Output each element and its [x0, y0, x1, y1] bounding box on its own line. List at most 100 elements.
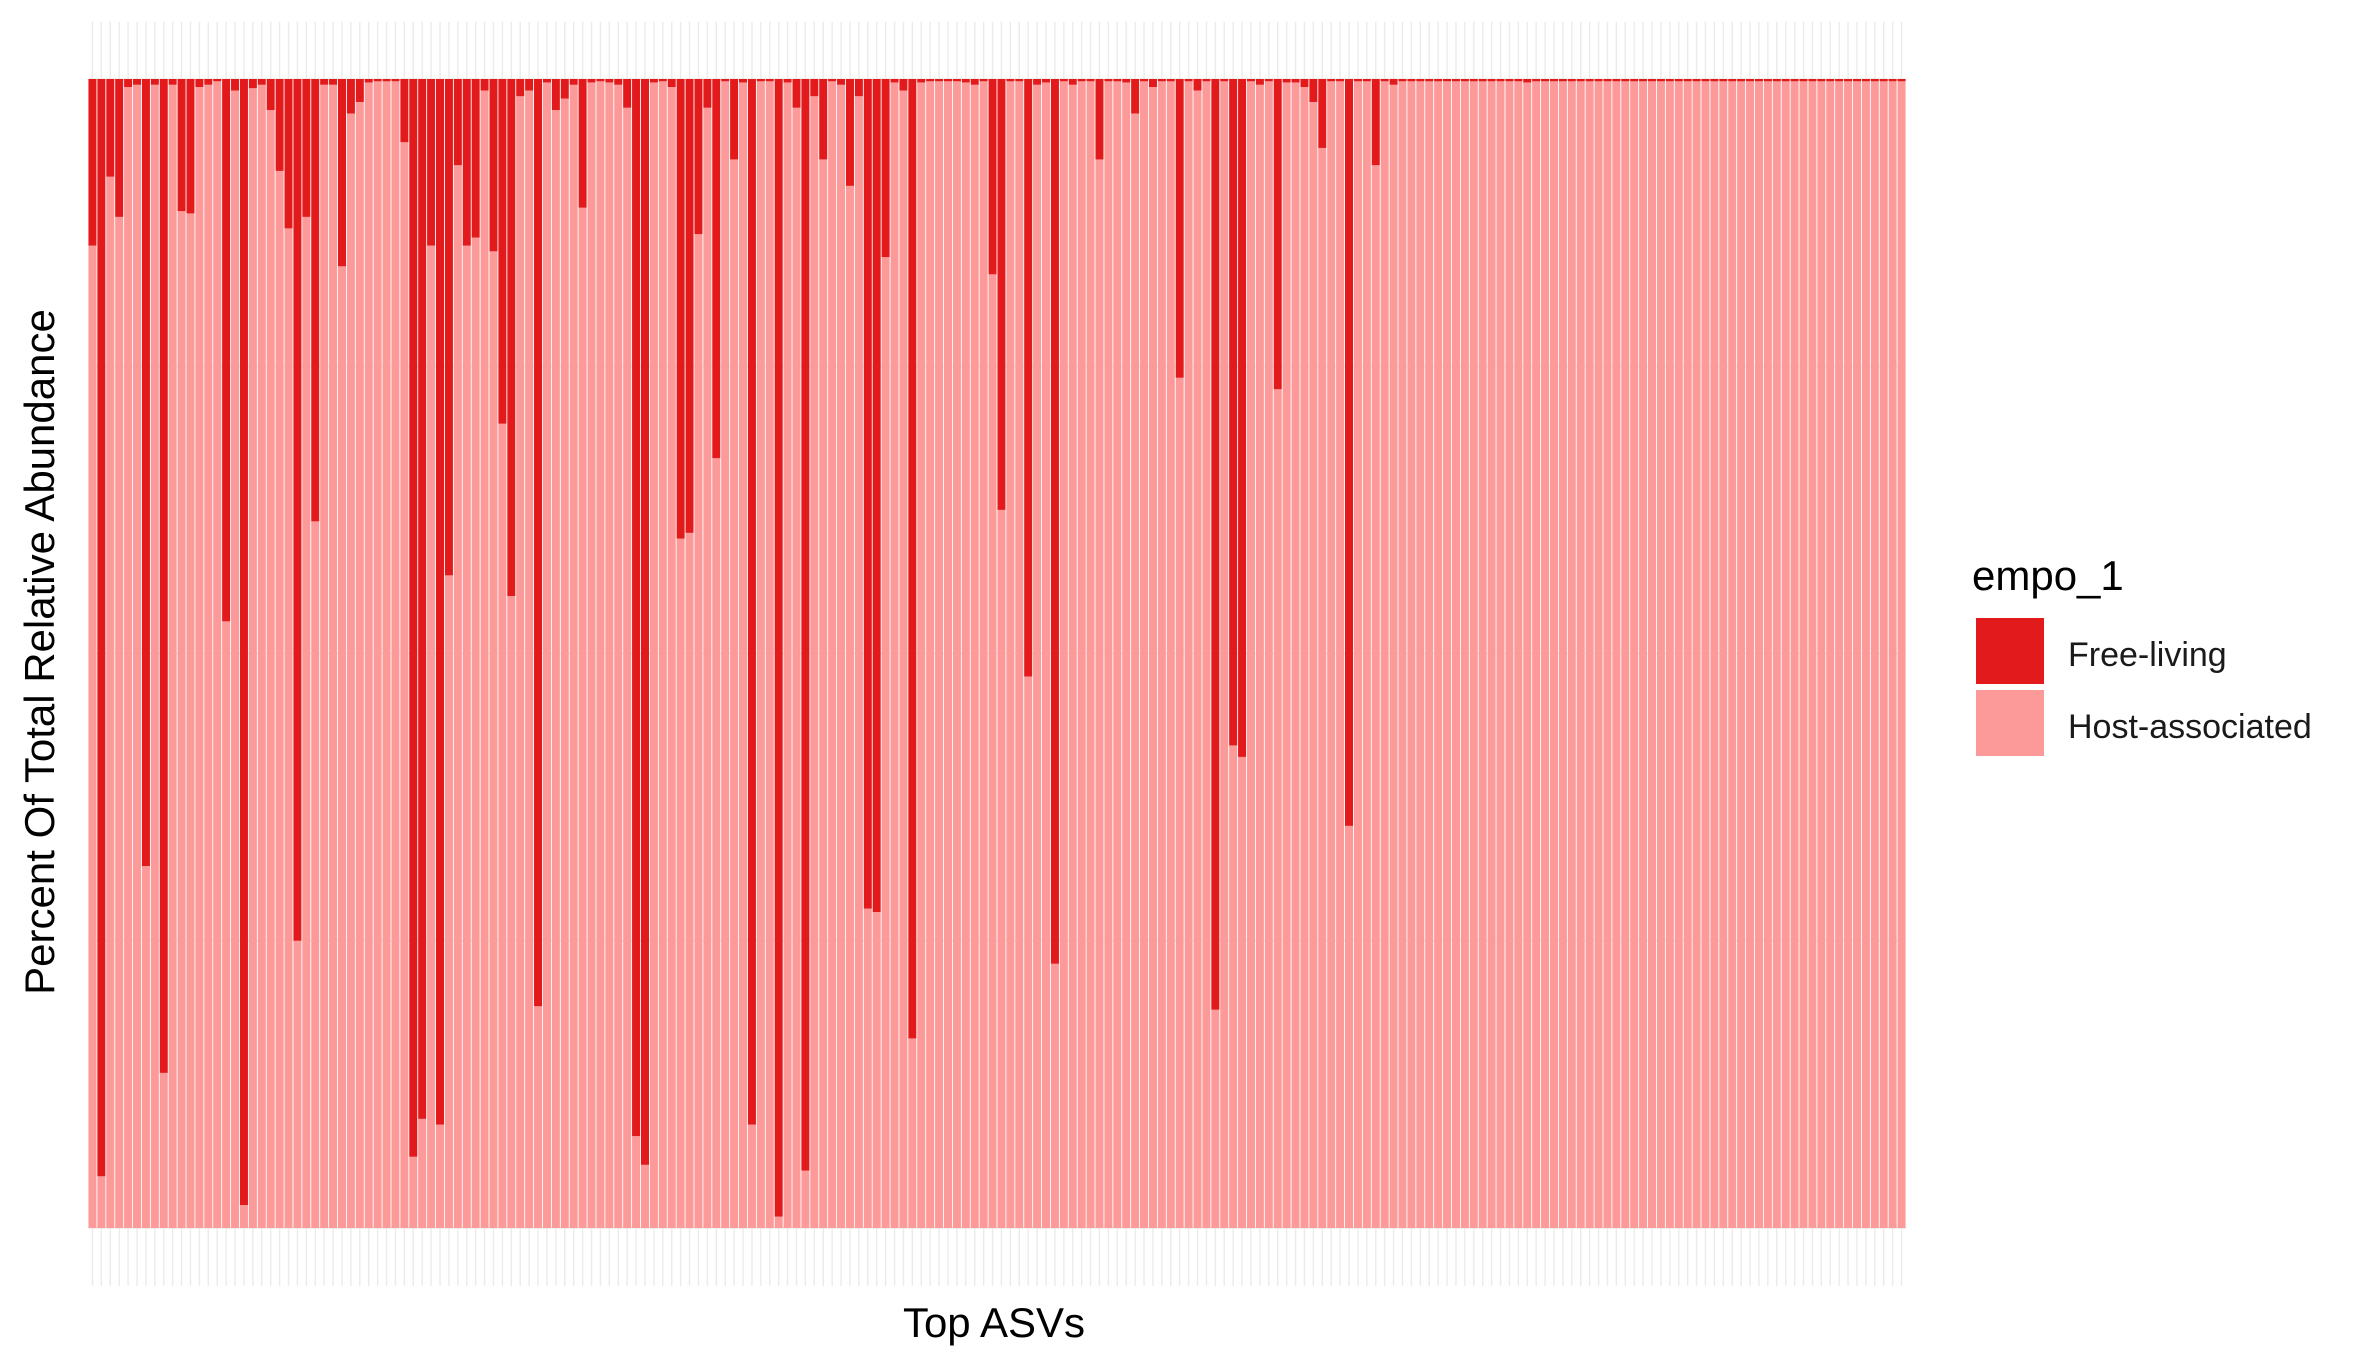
bar-free-living	[124, 79, 133, 88]
bar-host-associated	[1630, 81, 1639, 1229]
bar-free-living	[658, 79, 667, 82]
bar-free-living	[1077, 79, 1086, 82]
bar-free-living	[667, 79, 676, 88]
bar-free-living	[1193, 79, 1202, 91]
bar-free-living	[1558, 79, 1567, 82]
bar-host-associated	[1193, 90, 1202, 1229]
bar-free-living	[587, 79, 596, 83]
bar-host-associated	[1897, 81, 1906, 1229]
bar-host-associated	[1523, 82, 1532, 1228]
bar-host-associated	[872, 912, 881, 1228]
bar-free-living	[195, 79, 204, 88]
bar-host-associated	[1157, 81, 1166, 1229]
bar-host-associated	[222, 621, 231, 1228]
bar-host-associated	[1799, 81, 1808, 1229]
bar-free-living	[1737, 79, 1746, 82]
bar-free-living	[462, 79, 471, 246]
bar-free-living	[997, 79, 1006, 510]
bar-free-living	[1710, 79, 1719, 82]
bar-free-living	[1095, 79, 1104, 160]
bar-host-associated	[560, 98, 569, 1229]
bar-free-living	[703, 79, 712, 108]
bar-free-living	[1541, 79, 1550, 82]
bar-host-associated	[1844, 81, 1853, 1229]
legend-key-host-associated	[1976, 690, 2044, 756]
bar-host-associated	[141, 866, 150, 1228]
bar-host-associated	[1879, 81, 1888, 1229]
bar-free-living	[444, 79, 453, 576]
bar-free-living	[1514, 79, 1523, 82]
bar-free-living	[1505, 79, 1514, 82]
bar-free-living	[614, 79, 623, 85]
bar-host-associated	[168, 84, 177, 1229]
bar-free-living	[409, 79, 418, 1157]
bar-host-associated	[1211, 1009, 1220, 1228]
bar-host-associated	[329, 84, 338, 1229]
bar-free-living	[1175, 79, 1184, 378]
bar-host-associated	[578, 207, 587, 1229]
bar-free-living	[756, 79, 765, 82]
bar-host-associated	[685, 532, 694, 1228]
bar-free-living	[899, 79, 908, 91]
bar-host-associated	[569, 84, 578, 1229]
bar-free-living	[1318, 79, 1327, 148]
bar-free-living	[453, 79, 462, 166]
bar-free-living	[926, 79, 935, 82]
bar-free-living	[355, 79, 364, 102]
bar-host-associated	[845, 185, 854, 1229]
bar-host-associated	[1683, 81, 1692, 1229]
bar-host-associated	[1131, 113, 1140, 1229]
bar-free-living	[1264, 79, 1273, 82]
bar-host-associated	[1594, 81, 1603, 1229]
bar-host-associated	[462, 245, 471, 1229]
bar-host-associated	[1576, 81, 1585, 1229]
bar-free-living	[542, 79, 551, 83]
bar-host-associated	[1104, 81, 1113, 1229]
bar-host-associated	[382, 81, 391, 1229]
bar-free-living	[311, 79, 320, 522]
bar-free-living	[578, 79, 587, 208]
bar-free-living	[88, 79, 97, 246]
bar-host-associated	[124, 87, 133, 1229]
bar-free-living	[1852, 79, 1861, 82]
bar-host-associated	[1345, 825, 1354, 1228]
bar-free-living	[1844, 79, 1853, 82]
bar-host-associated	[373, 81, 382, 1229]
bar-free-living	[1291, 79, 1300, 83]
bar-host-associated	[605, 82, 614, 1228]
bar-free-living	[1122, 79, 1131, 83]
bar-host-associated	[1826, 81, 1835, 1229]
bar-host-associated	[1077, 81, 1086, 1229]
bar-host-associated	[1692, 81, 1701, 1229]
bar-host-associated	[765, 81, 774, 1229]
bar-free-living	[1835, 79, 1844, 82]
bar-free-living	[1719, 79, 1728, 82]
bar-free-living	[373, 79, 382, 82]
bar-host-associated	[623, 107, 632, 1229]
bar-host-associated	[248, 88, 257, 1228]
bar-free-living	[828, 79, 837, 82]
bar-host-associated	[1549, 81, 1558, 1229]
bar-host-associated	[1068, 84, 1077, 1229]
bar-host-associated	[1059, 81, 1068, 1229]
bar-free-living	[231, 79, 240, 91]
bar-free-living	[640, 79, 649, 1165]
bar-free-living	[1612, 79, 1621, 82]
bar-host-associated	[1460, 81, 1469, 1229]
bar-host-associated	[293, 940, 302, 1228]
bar-free-living	[1104, 79, 1113, 82]
bar-free-living	[819, 79, 828, 160]
bar-host-associated	[1469, 81, 1478, 1229]
bar-free-living	[507, 79, 516, 597]
bar-free-living	[1576, 79, 1585, 82]
bar-free-living	[302, 79, 311, 217]
bar-host-associated	[1772, 81, 1781, 1229]
bar-host-associated	[1835, 81, 1844, 1229]
bar-free-living	[1656, 79, 1665, 82]
bar-free-living	[676, 79, 685, 539]
bar-host-associated	[961, 82, 970, 1228]
bar-host-associated	[1175, 377, 1184, 1228]
bar-host-associated	[1371, 165, 1380, 1228]
bar-host-associated	[391, 81, 400, 1229]
bar-host-associated	[1407, 81, 1416, 1229]
